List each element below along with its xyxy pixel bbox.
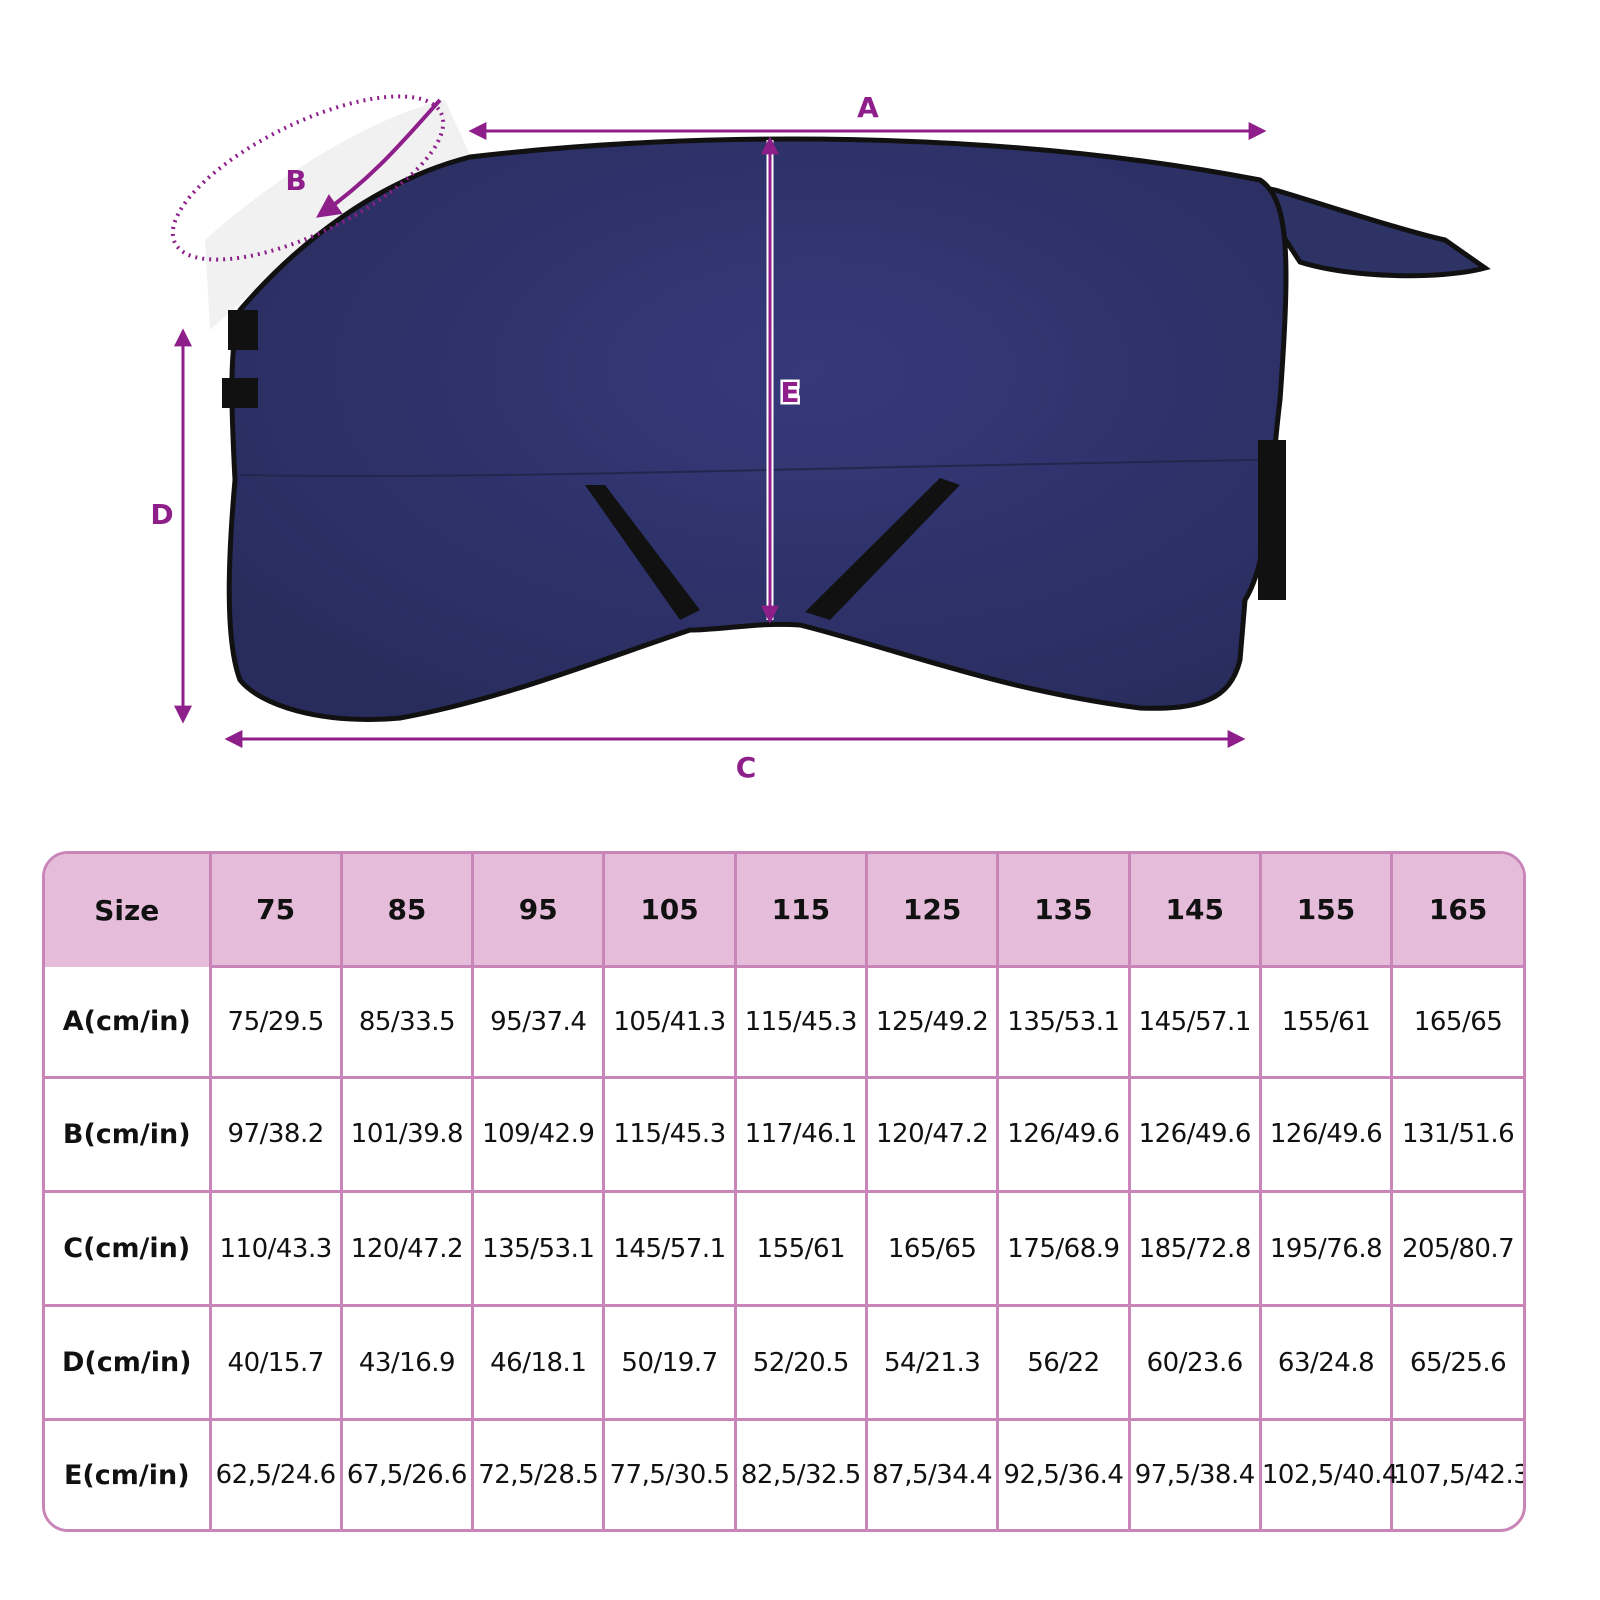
header-size-135: 135 (996, 854, 1131, 967)
table-row: D(cm/in) 40/15.7 43/16.9 46/18.1 50/19.7 52/2… (45, 1304, 1523, 1422)
tail-flap (1244, 181, 1491, 279)
table-cell: 72,5/28.5 (471, 1418, 606, 1529)
table-cell: 97,5/38.4 (1127, 1418, 1262, 1529)
header-size: Size (45, 854, 212, 967)
header-size-165: 165 (1390, 854, 1523, 967)
table-cell: 63/24.8 (1258, 1304, 1394, 1422)
label-e: E (780, 376, 799, 409)
table-cell: 126/49.6 (1258, 1075, 1394, 1193)
table-cell: 52/20.5 (733, 1304, 868, 1422)
table-cell: 126/49.6 (996, 1075, 1131, 1193)
table-cell: 109/42.9 (471, 1075, 606, 1193)
table-row: B(cm/in) 97/38.2 101/39.8 109/42.9 115/45.3 1… (45, 1075, 1523, 1193)
label-d: D (150, 498, 173, 531)
table-cell: 102,5/40.4 (1258, 1418, 1398, 1529)
header-size-125: 125 (864, 854, 1000, 967)
header-size-95: 95 (471, 854, 606, 967)
table-cell: 205/80.7 (1390, 1189, 1523, 1308)
table-cell: 107,5/42.3 (1390, 1418, 1523, 1529)
dimension-b-ellipse (170, 94, 446, 262)
header-size-75: 75 (208, 854, 343, 967)
table-cell: 135/53.1 (996, 965, 1131, 1079)
table-cell: 60/23.6 (1127, 1304, 1262, 1422)
table-cell: 195/76.8 (1258, 1189, 1394, 1308)
table-cell: 120/47.2 (339, 1189, 475, 1308)
header-size-155: 155 (1258, 854, 1394, 967)
header-size-105: 105 (602, 854, 737, 967)
chest-strap (228, 310, 258, 350)
header-size-85: 85 (339, 854, 475, 967)
label-b: B (285, 164, 306, 197)
table-cell: 135/53.1 (471, 1189, 606, 1308)
table-cell: 54/21.3 (864, 1304, 1000, 1422)
row-label: D(cm/in) (45, 1304, 212, 1422)
table-cell: 155/61 (1258, 965, 1394, 1079)
table-cell: 62,5/24.6 (208, 1418, 343, 1529)
table-cell: 43/16.9 (339, 1304, 475, 1422)
belly-strap-left (585, 485, 700, 620)
table-cell: 65/25.6 (1390, 1304, 1523, 1422)
horse-rug-diagram: A B C D E (150, 91, 1491, 784)
table-cell: 82,5/32.5 (733, 1418, 868, 1529)
size-chart-table: Size 75 85 95 105 115 125 135 145 155 165 A(cm/in)… (42, 851, 1526, 1532)
row-label: E(cm/in) (45, 1418, 212, 1529)
header-size-145: 145 (1127, 854, 1262, 967)
table-cell: 165/65 (1390, 965, 1523, 1079)
table-cell: 155/61 (733, 1189, 868, 1308)
table-cell: 92,5/36.4 (996, 1418, 1131, 1529)
table-cell: 75/29.5 (208, 965, 343, 1079)
table-cell: 77,5/30.5 (602, 1418, 737, 1529)
belly-strap-right (805, 478, 960, 620)
table-cell: 115/45.3 (733, 965, 868, 1079)
table-cell: 46/18.1 (471, 1304, 606, 1422)
table-cell: 145/57.1 (602, 1189, 737, 1308)
table-cell: 67,5/26.6 (339, 1418, 475, 1529)
table-cell: 40/15.7 (208, 1304, 343, 1422)
table-cell: 145/57.1 (1127, 965, 1262, 1079)
table-cell: 85/33.5 (339, 965, 475, 1079)
table-cell: 95/37.4 (471, 965, 606, 1079)
table-cell: 110/43.3 (208, 1189, 343, 1308)
table-cell: 87,5/34.4 (864, 1418, 1000, 1529)
table-cell: 165/65 (864, 1189, 1000, 1308)
table-cell: 101/39.8 (339, 1075, 475, 1193)
table-cell: 115/45.3 (602, 1075, 737, 1193)
table-cell: 126/49.6 (1127, 1075, 1262, 1193)
table-cell: 185/72.8 (1127, 1189, 1262, 1308)
label-c: C (736, 751, 757, 784)
row-label: A(cm/in) (45, 966, 212, 1079)
table-cell: 117/46.1 (733, 1075, 868, 1193)
chest-strap (222, 378, 258, 408)
tail-strap (1258, 440, 1286, 600)
table-cell: 97/38.2 (208, 1075, 343, 1193)
table-cell: 175/68.9 (996, 1189, 1131, 1308)
rug-body (226, 136, 1289, 722)
table-header-row: Size 75 85 95 105 115 125 135 145 155 165 (45, 854, 1523, 967)
table-cell: 50/19.7 (602, 1304, 737, 1422)
row-label: C(cm/in) (45, 1189, 212, 1308)
header-size-115: 115 (733, 854, 868, 967)
row-label: B(cm/in) (45, 1075, 212, 1193)
table-cell: 105/41.3 (602, 965, 737, 1079)
table-cell: 56/22 (996, 1304, 1131, 1422)
table-cell: 120/47.2 (864, 1075, 1000, 1193)
table-row: C(cm/in) 110/43.3 120/47.2 135/53.1 145/57.1… (45, 1189, 1523, 1308)
table-row: E(cm/in) 62,5/24.6 67,5/26.6 72,5/28.5 77,5/… (45, 1418, 1523, 1529)
table-row: A(cm/in) 75/29.5 85/33.5 95/37.4 105/41.3 115… (45, 965, 1523, 1079)
table-cell: 125/49.2 (864, 965, 1000, 1079)
table-cell: 131/51.6 (1390, 1075, 1523, 1193)
label-a: A (857, 91, 879, 124)
